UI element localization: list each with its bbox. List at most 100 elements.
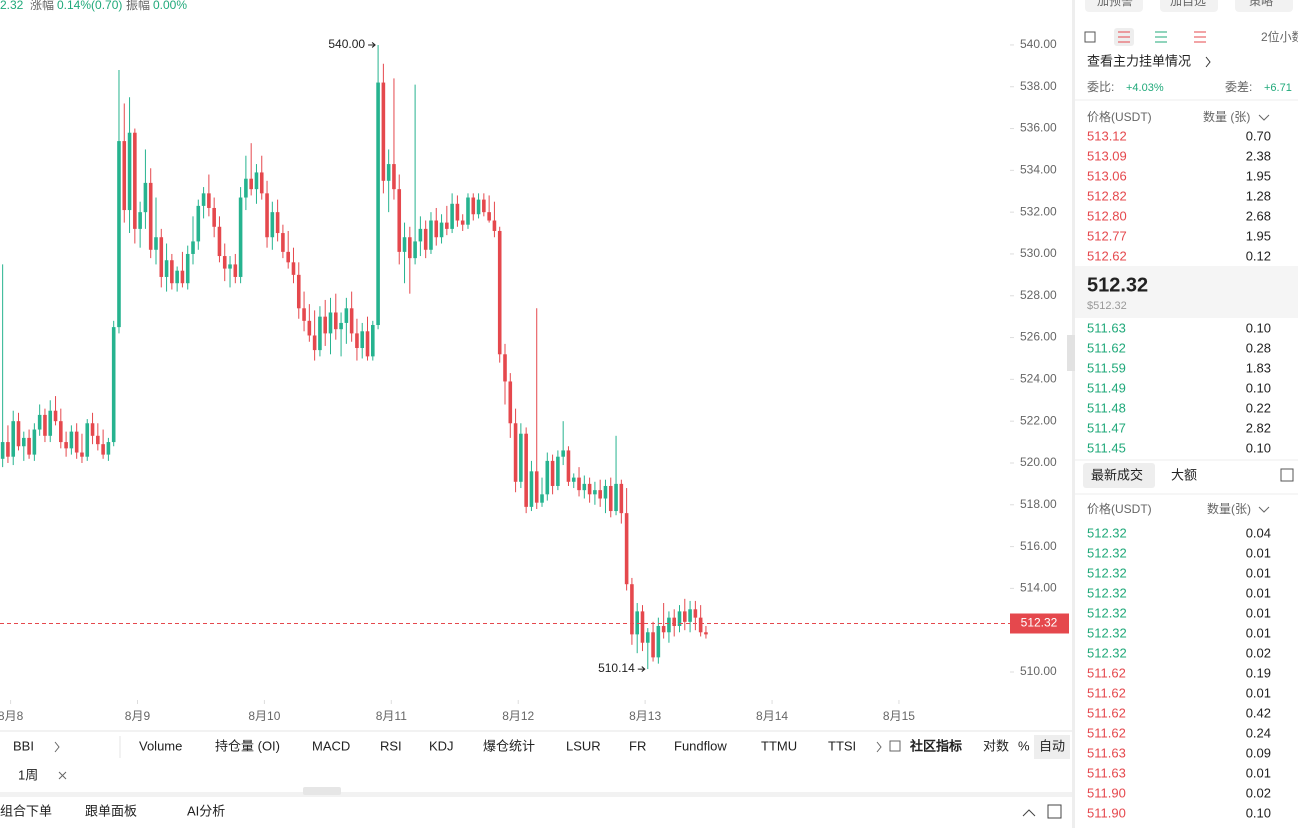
trade-price: 511.62: [1087, 685, 1126, 700]
indicator-tab[interactable]: 持仓量 (OI): [215, 738, 280, 753]
candle-body: [688, 609, 692, 622]
chart: 510.00512.00514.00516.00518.00520.00522.…: [0, 37, 1069, 723]
trade-quantity: 0.19: [1246, 665, 1271, 680]
annotation-label: 540.00: [328, 37, 365, 51]
bottom-tab[interactable]: 跟单面板: [85, 803, 137, 818]
quantity: 2.82: [1246, 420, 1271, 435]
y-tick-label: 518.00: [1020, 497, 1057, 511]
community-indicator[interactable]: 社区指标: [909, 738, 962, 753]
candle-body: [540, 494, 544, 503]
last-price: 512.32: [1087, 274, 1148, 296]
button-label[interactable]: 加预警: [1097, 0, 1133, 8]
indicator-tab[interactable]: TTSI: [828, 738, 856, 753]
bottom-tab[interactable]: 组合下单: [0, 803, 52, 818]
log-toggle[interactable]: 对数: [983, 738, 1009, 753]
candle-body: [302, 308, 306, 321]
header-label: 振幅: [126, 0, 150, 12]
trade-quantity: 0.01: [1246, 625, 1271, 640]
view-icon[interactable]: [1118, 31, 1130, 43]
ratio-label: 委比:: [1087, 80, 1114, 94]
candle-body: [59, 421, 63, 443]
candle-body: [207, 193, 211, 208]
candle-body: [667, 617, 671, 633]
y-tick-label: 524.00: [1020, 372, 1057, 386]
candle-body: [6, 442, 10, 457]
candle-body: [275, 212, 280, 234]
indicator-tab[interactable]: RSI: [380, 738, 402, 753]
precision[interactable]: 2位小数: [1261, 29, 1298, 44]
panel-handle[interactable]: [1067, 335, 1075, 371]
chevron[interactable]: [54, 741, 60, 753]
candle-body: [371, 325, 375, 357]
trades-tab[interactable]: 大额: [1171, 467, 1197, 482]
trade-quantity: 0.02: [1246, 785, 1271, 800]
chevron[interactable]: [876, 741, 882, 753]
header-change: 0.14%(0.70): [57, 0, 122, 12]
price: 512.82: [1087, 188, 1127, 203]
expand-icon[interactable]: [1047, 804, 1062, 819]
candle-body: [651, 632, 655, 658]
price: 512.62: [1087, 248, 1127, 263]
auto-toggle[interactable]: 自动: [1039, 738, 1065, 753]
edit-icon[interactable]: [889, 740, 901, 752]
candle-body: [577, 477, 581, 491]
indicator-tab[interactable]: 爆仓统计: [483, 738, 535, 753]
main-orders-link[interactable]: 查看主力挂单情况: [1087, 53, 1191, 68]
splitter-handle[interactable]: [303, 787, 341, 795]
bottom-tab[interactable]: AI分析: [187, 803, 225, 818]
button[interactable]: [1235, 0, 1293, 12]
candle-body: [154, 237, 158, 250]
candle-body: [376, 82, 380, 326]
indicator-tab[interactable]: TTMU: [761, 738, 797, 753]
indicator-tab[interactable]: Fundflow: [674, 738, 727, 753]
indicator-tab[interactable]: KDJ: [429, 738, 454, 753]
collapse-icon[interactable]: [1022, 809, 1036, 817]
price: 512.77: [1087, 228, 1127, 243]
percent-toggle[interactable]: %: [1018, 738, 1030, 753]
col-header: 数量(张): [1207, 501, 1251, 516]
annotation-arrow: [368, 42, 376, 48]
chevron[interactable]: [1205, 56, 1211, 68]
candle-body: [32, 429, 37, 455]
checkbox[interactable]: [1280, 468, 1294, 482]
button-label[interactable]: 加自选: [1170, 0, 1206, 8]
y-tick-label: 514.00: [1020, 581, 1057, 595]
candle-body: [96, 435, 100, 445]
trade-quantity: 0.04: [1246, 525, 1271, 540]
candle-body: [624, 513, 629, 585]
price: 511.62: [1087, 340, 1126, 355]
indicator-tab[interactable]: LSUR: [566, 738, 601, 753]
candle-body: [148, 182, 153, 250]
last-price-tag: [1010, 613, 1069, 634]
indicator-tab[interactable]: MACD: [312, 738, 350, 753]
view-icon[interactable]: [1084, 31, 1096, 43]
candle-body: [571, 477, 576, 482]
trades-tab[interactable]: 最新成交: [1091, 467, 1143, 482]
indicator-tab[interactable]: BBI: [13, 738, 34, 753]
indicator-tab[interactable]: Volume: [139, 738, 182, 753]
button[interactable]: [1160, 0, 1218, 12]
col-header: 价格(USDT): [1087, 109, 1152, 124]
button-label[interactable]: 策略: [1249, 0, 1273, 8]
button[interactable]: [1085, 0, 1143, 12]
candle-body: [307, 320, 312, 336]
x-tick-label: 8月12: [502, 709, 534, 723]
view-icon[interactable]: [1194, 31, 1206, 43]
candle-body: [661, 626, 666, 633]
quantity: 0.10: [1246, 380, 1271, 395]
indicator-tab[interactable]: FR: [629, 738, 646, 753]
close-icon[interactable]: [58, 771, 67, 780]
price: 511.47: [1087, 420, 1126, 435]
chevron[interactable]: [1258, 506, 1270, 513]
candle-body: [339, 322, 343, 330]
view-icon[interactable]: [1155, 31, 1167, 43]
candle-body: [64, 442, 68, 449]
price: 512.80: [1087, 208, 1127, 223]
candle-body: [487, 212, 491, 221]
candle-body: [111, 327, 116, 443]
chevron[interactable]: [1258, 114, 1270, 121]
candle-body: [196, 205, 201, 242]
plot: [0, 44, 1010, 670]
candle-body: [143, 182, 148, 213]
interval[interactable]: 1周: [18, 767, 38, 782]
